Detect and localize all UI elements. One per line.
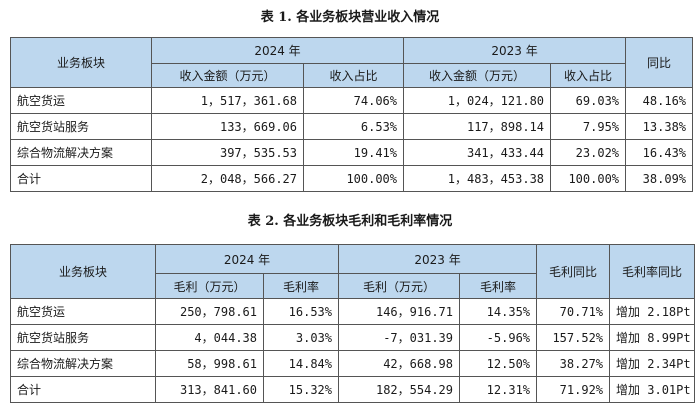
value-cell: 增加 2.34Pt [609, 350, 696, 377]
yoy-header: 同比 [625, 37, 694, 88]
segment-cell: 合计 [10, 165, 152, 192]
value-cell: 23.02% [550, 139, 627, 166]
share-2024-header: 收入占比 [302, 63, 405, 88]
value-cell: 1，024，121.80 [403, 87, 552, 114]
value-cell: 74.06% [302, 87, 405, 114]
year-2023-header: 2023 年 [338, 244, 538, 274]
value-cell: -5.96% [459, 324, 538, 351]
value-cell: 157.52% [536, 324, 611, 351]
value-cell: 增加 8.99Pt [609, 324, 696, 351]
value-cell: 15.32% [262, 376, 340, 403]
segment-cell: 航空货站服务 [10, 113, 152, 140]
gross-margin-2023-header: 毛利率 [459, 273, 538, 299]
segment-cell: 航空货运 [10, 298, 156, 325]
value-cell: 1，517，361.68 [151, 87, 304, 114]
table-row: 航空货运 1，517，361.68 74.06% 1，024，121.80 69… [10, 87, 694, 114]
value-cell: 48.16% [625, 87, 694, 114]
table-row: 航空货站服务 4，044.38 3.03% -7，031.39 -5.96% 1… [10, 324, 696, 351]
value-cell: 38.09% [625, 165, 694, 192]
table-row: 航空货站服务 133，669.06 6.53% 117，898.14 7.95%… [10, 113, 694, 140]
value-cell: 增加 2.18Pt [609, 298, 696, 325]
value-cell: 100.00% [550, 165, 627, 192]
value-cell: 4，044.38 [155, 324, 264, 351]
year-2023-header: 2023 年 [403, 37, 627, 64]
segment-header: 业务板块 [10, 37, 152, 88]
revenue-2023-header: 收入金额（万元） [403, 63, 552, 88]
value-cell: 100.00% [302, 165, 405, 192]
segment-cell: 综合物流解决方案 [10, 139, 152, 166]
table2-caption: 表 2. 各业务板块毛利和毛利率情况 [247, 214, 453, 229]
value-cell: 58，998.61 [155, 350, 264, 377]
value-cell: 1，483，453.38 [403, 165, 552, 192]
segment-cell: 合计 [10, 376, 156, 403]
value-cell: 71.92% [536, 376, 611, 403]
year-2024-header: 2024 年 [150, 37, 405, 64]
value-cell: -7，031.39 [338, 324, 461, 351]
gross-profit-2023-header: 毛利（万元） [338, 273, 461, 299]
value-cell: 341，433.44 [403, 139, 552, 166]
value-cell: 38.27% [536, 350, 611, 377]
segment-cell: 航空货运 [10, 87, 152, 114]
segment-header: 业务板块 [10, 244, 156, 299]
share-2023-header: 收入占比 [550, 63, 627, 88]
gross-margin-2024-header: 毛利率 [262, 273, 340, 299]
value-cell: 42，668.98 [338, 350, 461, 377]
value-cell: 6.53% [302, 113, 405, 140]
segment-cell: 航空货站服务 [10, 324, 156, 351]
value-cell: 14.35% [459, 298, 538, 325]
total-row: 合计 313，841.60 15.32% 182，554.29 12.31% 7… [10, 376, 696, 403]
table-row: 综合物流解决方案 397，535.53 19.41% 341，433.44 23… [10, 139, 694, 166]
value-cell: 133，669.06 [151, 113, 304, 140]
total-row: 合计 2，048，566.27 100.00% 1，483，453.38 100… [10, 165, 694, 192]
value-cell: 3.03% [262, 324, 340, 351]
value-cell: 313，841.60 [155, 376, 264, 403]
value-cell: 19.41% [302, 139, 405, 166]
gross-profit-2024-header: 毛利（万元） [155, 273, 264, 299]
value-cell: 12.31% [459, 376, 538, 403]
table-row: 综合物流解决方案 58，998.61 14.84% 42，668.98 12.5… [10, 350, 696, 377]
table1-caption: 表 1. 各业务板块营业收入情况 [260, 10, 440, 25]
value-cell: 182，554.29 [338, 376, 461, 403]
value-cell: 7.95% [550, 113, 627, 140]
value-cell: 14.84% [262, 350, 340, 377]
gross-margin-change-header: 毛利率同比 [609, 244, 696, 299]
value-cell: 146，916.71 [338, 298, 461, 325]
value-cell: 397，535.53 [151, 139, 304, 166]
value-cell: 117，898.14 [403, 113, 552, 140]
table-row: 航空货运 250，798.61 16.53% 146，916.71 14.35%… [10, 298, 696, 325]
revenue-table: 业务板块 2024 年 2023 年 同比 收入金额（万元） 收入占比 收入金额… [10, 37, 694, 192]
value-cell: 2，048，566.27 [151, 165, 304, 192]
segment-cell: 综合物流解决方案 [10, 350, 156, 377]
value-cell: 16.53% [262, 298, 340, 325]
value-cell: 增加 3.01Pt [609, 376, 696, 403]
value-cell: 12.50% [459, 350, 538, 377]
revenue-2024-header: 收入金额（万元） [151, 63, 304, 88]
gross-profit-yoy-header: 毛利同比 [536, 244, 611, 299]
value-cell: 16.43% [625, 139, 694, 166]
value-cell: 69.03% [550, 87, 627, 114]
year-2024-header: 2024 年 [154, 244, 340, 274]
gross-profit-table: 业务板块 2024 年 2023 年 毛利同比 毛利率同比 毛利（万元） 毛利率… [10, 244, 696, 403]
value-cell: 250，798.61 [155, 298, 264, 325]
value-cell: 70.71% [536, 298, 611, 325]
value-cell: 13.38% [625, 113, 694, 140]
